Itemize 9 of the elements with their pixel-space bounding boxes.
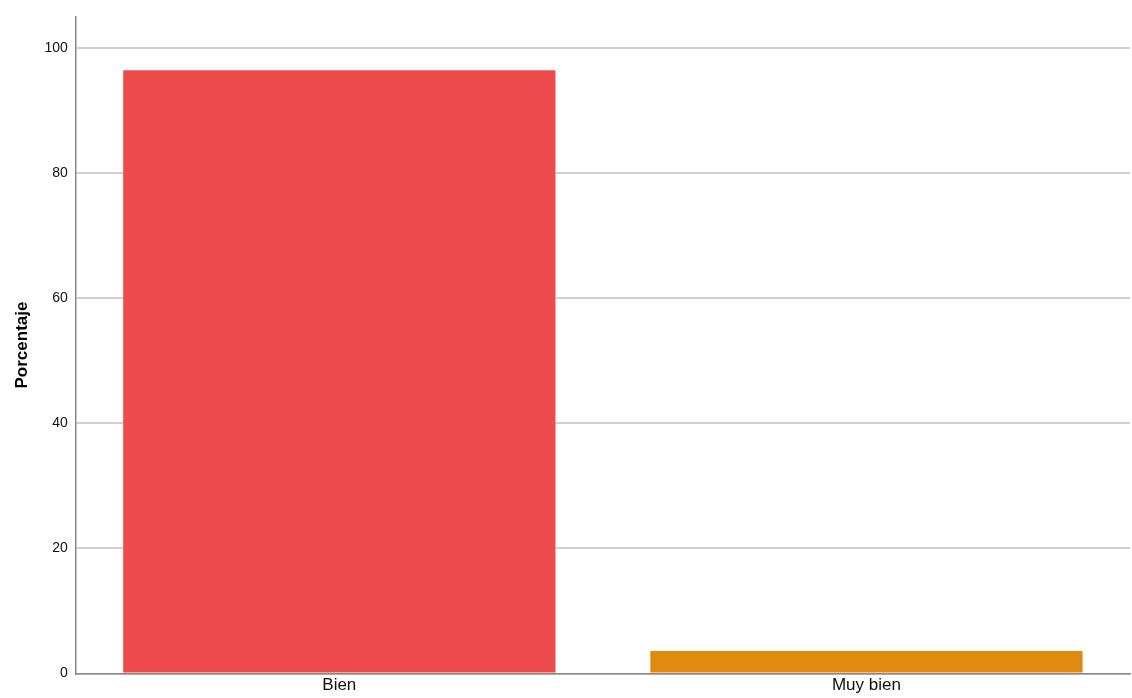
y-tick-label: 20 bbox=[52, 539, 68, 556]
y-tick-label: 60 bbox=[52, 288, 68, 305]
y-tick-label: 40 bbox=[52, 414, 68, 431]
y-tick-label: 0 bbox=[59, 664, 68, 681]
y-tick-label: 80 bbox=[52, 163, 68, 180]
y-tick-label: 100 bbox=[44, 38, 68, 55]
y-axis-title: Porcentaje bbox=[11, 301, 31, 389]
x-tick-label: Bien bbox=[322, 675, 357, 695]
x-tick-label: Muy bien bbox=[831, 675, 901, 695]
